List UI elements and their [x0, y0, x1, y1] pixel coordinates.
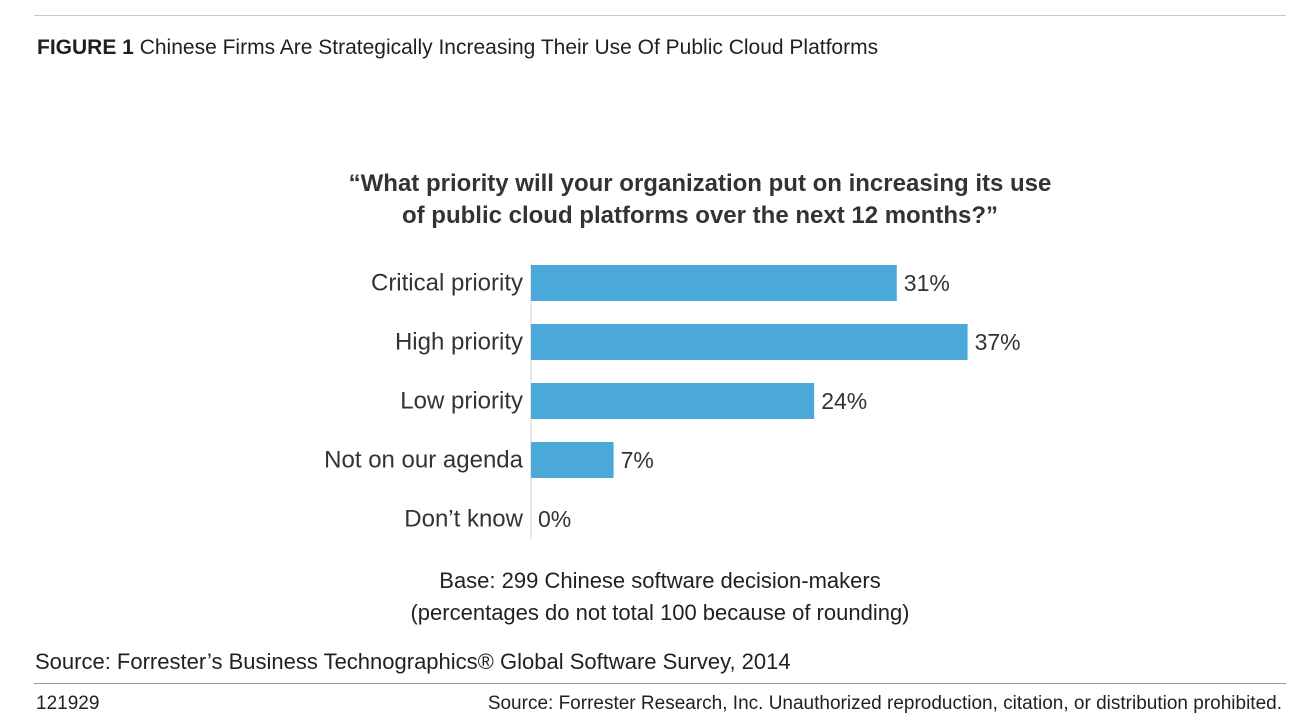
- source-line: Source: Forrester’s Business Technograph…: [35, 649, 791, 674]
- figure-title-text: Chinese Firms Are Strategically Increasi…: [139, 36, 879, 59]
- question-line-1: “What priority will your organization pu…: [348, 170, 1052, 197]
- data-label: 7%: [621, 447, 654, 473]
- top-divider: [34, 15, 1286, 16]
- bar: [531, 265, 897, 301]
- base-note: Base: 299 Chinese software decision-make…: [300, 565, 1020, 629]
- figure-label: FIGURE 1: [37, 36, 134, 59]
- figure-id: 121929: [36, 693, 100, 714]
- copyright-notice: Source: Forrester Research, Inc. Unautho…: [487, 693, 1282, 714]
- data-label: 37%: [975, 329, 1021, 355]
- bottom-divider: [34, 683, 1286, 684]
- category-label: Not on our agenda: [324, 447, 523, 474]
- category-label: Don’t know: [404, 506, 523, 533]
- category-label: Critical priority: [371, 270, 523, 297]
- data-label: 31%: [904, 270, 950, 296]
- figure-title: FIGURE 1 Chinese Firms Are Strategically…: [37, 36, 878, 60]
- category-label: High priority: [395, 329, 523, 356]
- bar: [531, 442, 614, 478]
- base-line-2: (percentages do not total 100 because of…: [410, 600, 910, 625]
- category-label: Low priority: [400, 388, 523, 415]
- question-line-2: of public cloud platforms over the next …: [401, 202, 999, 229]
- data-label: 0%: [538, 506, 571, 532]
- data-label: 24%: [821, 388, 867, 414]
- bar: [531, 324, 968, 360]
- survey-question: “What priority will your organization pu…: [200, 168, 1200, 232]
- bar: [531, 383, 815, 419]
- base-line-1: Base: 299 Chinese software decision-make…: [439, 568, 881, 593]
